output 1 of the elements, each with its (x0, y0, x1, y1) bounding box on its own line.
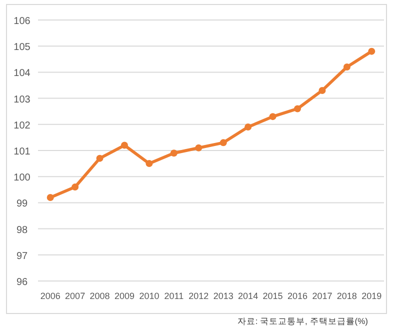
annotation: 자료: 국토교통부, 주택보급률(%) (237, 316, 368, 326)
